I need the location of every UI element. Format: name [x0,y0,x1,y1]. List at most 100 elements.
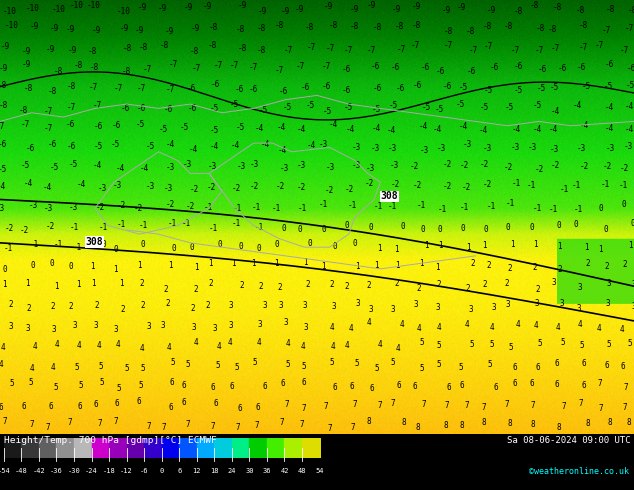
Text: 0: 0 [307,239,312,247]
Text: -6: -6 [436,67,445,76]
Text: 7: 7 [465,401,469,410]
Text: -6: -6 [137,104,146,113]
Text: 6: 6 [536,363,541,372]
Text: 5: 5 [140,364,145,373]
Text: 2: 2 [278,283,282,292]
Text: -1: -1 [533,204,541,213]
Text: 4: 4 [139,344,144,353]
Text: -36: -36 [50,468,63,474]
Text: -4: -4 [116,164,126,172]
Text: 1: 1 [598,245,602,254]
Text: -4: -4 [512,125,521,134]
Text: -1: -1 [512,179,521,188]
Text: 7: 7 [98,419,102,428]
Text: 5: 5 [436,360,441,369]
Text: 48: 48 [298,468,306,474]
Text: ©weatheronline.co.uk: ©weatheronline.co.uk [529,467,630,476]
Text: -3: -3 [550,145,559,154]
Text: -4: -4 [165,140,174,149]
Text: 1: 1 [628,241,633,250]
Text: -4: -4 [277,146,287,155]
Text: -8: -8 [514,6,523,16]
Text: -1: -1 [297,204,306,213]
Text: -7: -7 [602,25,611,35]
Text: -3: -3 [166,163,175,172]
Text: 7: 7 [623,383,628,392]
Text: -8: -8 [257,24,266,32]
Text: 12: 12 [193,468,201,474]
Text: -1: -1 [4,245,13,253]
Text: 7: 7 [444,401,450,410]
Text: -5: -5 [480,103,489,112]
Text: -7: -7 [44,107,53,116]
Text: -3: -3 [483,144,492,153]
Text: 7: 7 [161,423,165,432]
Text: -9: -9 [92,25,101,35]
Text: -7: -7 [165,85,175,94]
Text: -4: -4 [93,161,101,170]
Text: -3: -3 [527,143,537,152]
Text: -7: -7 [142,65,152,74]
Text: -4: -4 [297,125,306,134]
Text: -8: -8 [74,61,82,70]
Text: 6: 6 [177,468,181,474]
Text: 4: 4 [97,341,101,350]
Text: -7: -7 [295,62,305,71]
Text: -5: -5 [145,143,155,151]
Text: 0: 0 [141,240,145,249]
Text: 0: 0 [30,262,35,270]
Text: 4: 4 [50,363,55,372]
Text: -8: -8 [503,22,513,31]
Text: -8: -8 [606,5,616,14]
Text: -8: -8 [466,26,476,36]
Text: 5: 5 [469,340,474,348]
Text: 6: 6 [554,359,559,368]
Text: -9: -9 [295,5,304,14]
Text: -2: -2 [186,202,195,211]
Text: 0: 0 [101,240,106,248]
Text: -8: -8 [553,3,562,12]
Text: -2: -2 [462,183,471,192]
Text: 4: 4 [489,323,494,332]
Text: 3: 3 [302,301,307,310]
Text: 2: 2 [623,260,628,269]
Text: -7: -7 [306,43,316,52]
Text: -6: -6 [301,83,310,92]
Text: 1: 1 [76,280,81,289]
Text: 3: 3 [390,305,395,314]
Text: 6: 6 [460,381,464,390]
Text: -4: -4 [580,121,589,130]
Text: -1: -1 [99,223,108,232]
Text: 5: 5 [374,364,378,373]
Text: 2: 2 [95,301,100,310]
Text: 3: 3 [146,322,151,331]
Text: 6: 6 [512,379,517,388]
Text: -10: -10 [86,1,100,10]
Text: 2: 2 [141,301,145,310]
Text: 7: 7 [599,404,604,413]
Text: 308: 308 [86,237,103,247]
Text: -7: -7 [620,47,630,55]
Text: -3: -3 [577,144,586,152]
Text: -6: -6 [65,120,75,129]
Text: -3: -3 [237,162,246,171]
Text: 1: 1 [209,259,213,269]
Text: -1: -1 [571,181,581,190]
Text: -1: -1 [417,201,426,210]
Text: -5: -5 [20,161,30,170]
Text: -4: -4 [533,125,542,134]
Text: -8: -8 [328,22,337,30]
Text: 8: 8 [460,420,464,430]
Text: -8: -8 [372,23,382,32]
Text: -9: -9 [134,26,144,35]
Text: 2: 2 [69,302,74,311]
Text: 7: 7 [280,418,284,427]
Text: 3: 3 [631,280,634,289]
Text: 3: 3 [212,324,217,333]
Text: -6: -6 [164,105,173,114]
Text: 2: 2 [306,280,310,289]
Text: -5: -5 [136,121,145,129]
Text: 6: 6 [77,402,82,411]
Text: -2: -2 [297,183,306,192]
Text: -4: -4 [139,164,148,173]
